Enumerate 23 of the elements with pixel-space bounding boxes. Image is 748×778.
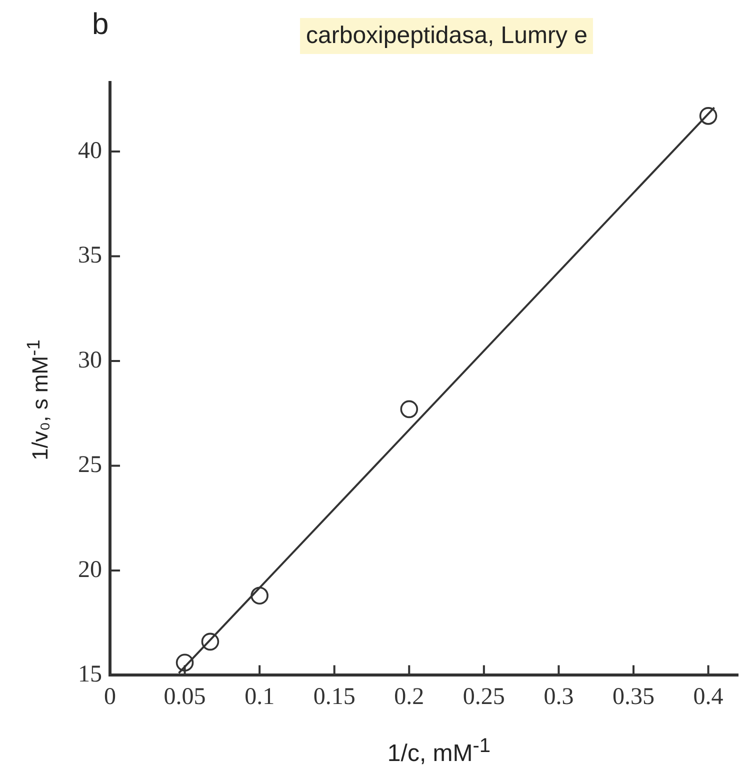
x-tick-label: 0.05: [164, 684, 206, 710]
text: b: [92, 8, 109, 42]
x-axis-title: 1/c, mM$^{-1}$: [386, 735, 492, 768]
y-tick-label: 15: [78, 661, 102, 688]
x-tick-label: 0.25: [462, 684, 505, 710]
y-tick-label: 30: [78, 347, 102, 374]
y-tick-label: 20: [78, 556, 102, 583]
x-tick-label: 0.35: [612, 684, 654, 710]
y-tick-label: 40: [78, 138, 102, 164]
x-tick-label: 0.3: [544, 684, 574, 710]
point: [400, 400, 418, 418]
point: [201, 632, 220, 651]
x-tick-label: 0: [104, 684, 116, 710]
point: [250, 586, 268, 604]
point: [176, 654, 194, 672]
point: [699, 107, 718, 125]
y-tick-label: 35: [78, 242, 102, 269]
x-tick-label: 0.4: [693, 684, 724, 710]
text: carboxipeptidasa, Lumry e: [300, 18, 594, 54]
x-tick-label: 0.2: [394, 684, 424, 710]
y-tick-label: 25: [78, 452, 102, 478]
x-tick-label: 0.1: [244, 684, 275, 710]
x-tick-label: 0.15: [313, 684, 356, 710]
